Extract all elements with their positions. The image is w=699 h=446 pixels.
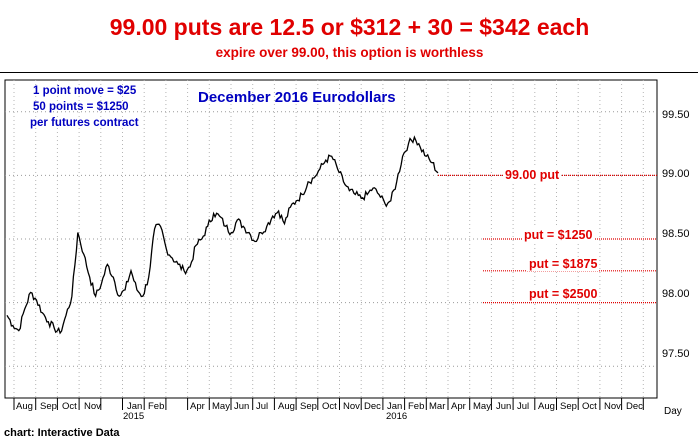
note-per-contract: per futures contract: [30, 117, 139, 129]
grid-lines: [5, 80, 657, 398]
x-tick-label: Jan: [127, 401, 143, 412]
x-tick-label: Jul: [517, 401, 530, 412]
header-panel: 99.00 puts are 12.5 or $312 + 30 = $342 …: [0, 0, 698, 73]
year-label-2016: 2016: [386, 411, 408, 422]
chart-title: December 2016 Eurodollars: [198, 89, 396, 106]
x-tick-label: Aug: [538, 401, 555, 412]
note-point-move: 1 point move = $25: [33, 85, 137, 97]
x-tick-label: Dec: [364, 401, 381, 412]
year-label-2015: 2015: [123, 411, 145, 422]
label-99-put: 99.00 put: [503, 168, 562, 182]
x-tick-label: Nov: [604, 401, 621, 412]
price-series-line: [6, 135, 439, 335]
subheadline: expire over 99.00, this option is worthl…: [215, 45, 484, 60]
x-tick-marks: [13, 398, 644, 410]
x-tick-label: Feb: [148, 401, 165, 412]
x-tick-label: Jan: [387, 401, 403, 412]
y-tick-label: 99.00: [662, 168, 690, 180]
x-tick-label: Nov: [84, 401, 101, 412]
x-tick-label: Feb: [408, 401, 425, 412]
y-tick-label: 97.50: [662, 348, 690, 360]
y-tick-label: 98.00: [662, 288, 690, 300]
label-put-1875: put = $1875: [527, 257, 600, 271]
x-tick-label: Jun: [234, 401, 250, 412]
x-tick-label: Sep: [300, 401, 317, 412]
headline: 99.00 puts are 12.5 or $312 + 30 = $342 …: [109, 14, 590, 40]
x-tick-label: Dec: [626, 401, 643, 412]
x-tick-label: Oct: [62, 401, 77, 412]
x-tick-label: Oct: [582, 401, 597, 412]
x-tick-label: Aug: [16, 401, 33, 412]
x-tick-label: Jul: [256, 401, 269, 412]
chart-credit: chart: Interactive Data: [4, 427, 120, 439]
x-tick-label: May: [473, 401, 491, 412]
x-tick-label: Aug: [278, 401, 295, 412]
x-tick-label: Nov: [343, 401, 360, 412]
label-put-1250: put = $1250: [522, 228, 595, 242]
x-tick-label: Apr: [451, 401, 466, 412]
note-fifty-points: 50 points = $1250: [33, 101, 129, 113]
y-tick-label: 99.50: [662, 109, 690, 121]
x-tick-label: Sep: [40, 401, 57, 412]
x-tick-label: Oct: [322, 401, 337, 412]
x-axis-label: Day: [664, 406, 682, 417]
x-tick-label: Sep: [560, 401, 577, 412]
x-tick-label: Apr: [190, 401, 205, 412]
y-tick-label: 98.50: [662, 228, 690, 240]
x-tick-label: May: [212, 401, 230, 412]
label-put-2500: put = $2500: [527, 287, 600, 301]
x-tick-label: Mar: [429, 401, 446, 412]
x-tick-label: Jun: [496, 401, 512, 412]
